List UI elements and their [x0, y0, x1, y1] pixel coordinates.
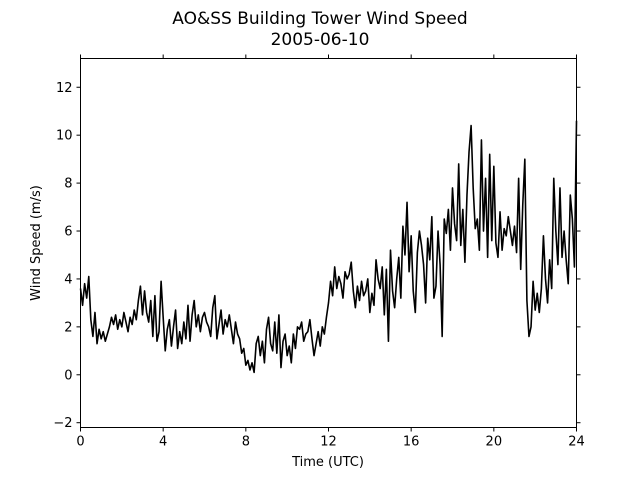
- y-axis-label: Wind Speed (m/s): [29, 185, 44, 301]
- chart-subtitle: 2005-06-10: [271, 30, 370, 50]
- y-tick-label: 8: [64, 177, 72, 192]
- plot-frame: [80, 58, 577, 428]
- series-layer: [79, 120, 578, 374]
- x-tick-label: 4: [159, 435, 167, 450]
- y-tick-label: 2: [64, 320, 72, 335]
- y-tick-label: 10: [56, 129, 73, 144]
- y-tick-label: 4: [64, 272, 72, 287]
- x-tick-label: 0: [76, 435, 84, 450]
- y-tick-label: 0: [64, 368, 72, 383]
- x-tick-label: 12: [320, 435, 337, 450]
- wind-speed-series-line: [79, 120, 578, 374]
- y-tick-label: −2: [53, 416, 72, 431]
- y-tick-label: 12: [56, 81, 73, 96]
- x-tick-label: 16: [403, 435, 420, 450]
- y-tick-label: 6: [64, 225, 72, 240]
- x-axis-label: Time (UTC): [291, 455, 364, 470]
- x-tick-label: 8: [242, 435, 250, 450]
- chart-title: AO&SS Building Tower Wind Speed: [172, 9, 467, 29]
- x-tick-label: 20: [486, 435, 503, 450]
- x-tick-label: 24: [568, 435, 585, 450]
